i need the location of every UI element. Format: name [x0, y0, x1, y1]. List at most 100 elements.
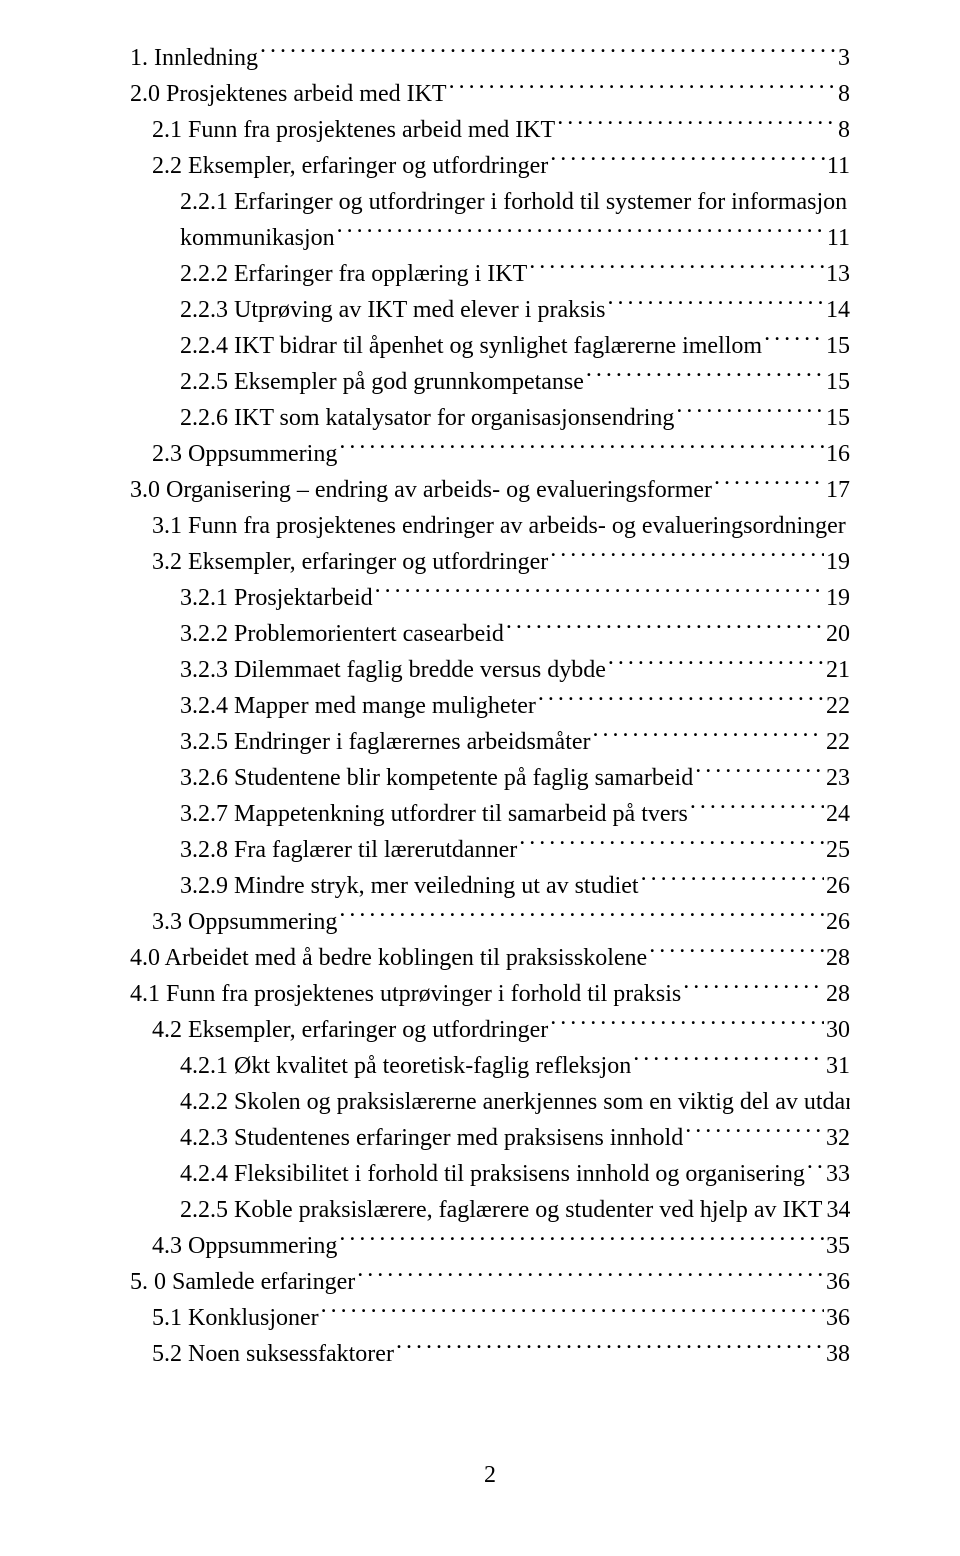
toc-entry: 3.2.1 Prosjektarbeid19: [130, 580, 850, 616]
toc-entry: 2.2.6 IKT som katalysator for organisasj…: [130, 400, 850, 436]
toc-label: 4.2.2 Skolen og praksislærerne anerkjenn…: [180, 1084, 850, 1120]
toc-label: 3.2.9 Mindre stryk, mer veiledning ut av…: [180, 868, 639, 904]
toc-entry: 3.2.9 Mindre stryk, mer veiledning ut av…: [130, 868, 850, 904]
toc-page-number: 11: [827, 148, 850, 184]
toc-leader-dots: [649, 941, 824, 965]
toc-entry: 3.2.5 Endringer i faglærernes arbeidsmåt…: [130, 724, 850, 760]
toc-page-number: 22: [826, 724, 850, 760]
toc-entry: 5.1 Konklusjoner 36: [130, 1300, 850, 1336]
toc-label: 2.2.6 IKT som katalysator for organisasj…: [180, 400, 674, 436]
toc-entry: 4.2.3 Studentenes erfaringer med praksis…: [130, 1120, 850, 1156]
toc-label: 3.2.8 Fra faglærer til lærerutdanner: [180, 832, 517, 868]
toc-entry: 2.2.5 Koble praksislærere, faglærere og …: [130, 1192, 850, 1228]
toc-page-number: 11: [827, 220, 850, 256]
toc-entry: 3.2.8 Fra faglærer til lærerutdanner25: [130, 832, 850, 868]
toc-label: 3.0 Organisering – endring av arbeids- o…: [130, 472, 712, 508]
toc-leader-dots: [685, 1121, 824, 1145]
toc-label: 3.2.7 Mappetenkning utfordrer til samarb…: [180, 796, 688, 832]
toc-leader-dots: [519, 833, 824, 857]
toc-entry: 2.1 Funn fra prosjektenes arbeid med IKT…: [130, 112, 850, 148]
toc-page-number: 32: [826, 1120, 850, 1156]
toc-label: 3.2.2 Problemorientert casearbeid: [180, 616, 504, 652]
toc-label: 4.1 Funn fra prosjektenes utprøvinger i …: [130, 976, 681, 1012]
toc-entry: 3.1 Funn fra prosjektenes endringer av a…: [130, 508, 850, 544]
toc-entry: 3.3 Oppsummering 26: [130, 904, 850, 940]
toc-entry: 4.2.2 Skolen og praksislærerne anerkjenn…: [130, 1084, 850, 1120]
toc-page-number: 15: [826, 364, 850, 400]
toc-page-number: 19: [826, 544, 850, 580]
toc-label: 2.2.5 Koble praksislærere, faglærere og …: [180, 1192, 822, 1228]
toc-page-number: 36: [826, 1300, 850, 1336]
toc-label: 3.2.5 Endringer i faglærernes arbeidsmåt…: [180, 724, 591, 760]
toc-leader-dots: [337, 221, 825, 245]
toc-leader-dots: [506, 617, 824, 641]
toc-page-number: 20: [826, 616, 850, 652]
toc-entry: 1. Innledning3: [130, 40, 850, 76]
toc-entry: 2.3 Oppsummering16: [130, 436, 850, 472]
toc-label: kommunikasjon: [180, 220, 335, 256]
toc-page-number: 3: [838, 40, 850, 76]
toc-page-number: 38: [826, 1336, 850, 1372]
toc-entry: 2.2.1 Erfaringer og utfordringer i forho…: [130, 184, 850, 220]
toc-page-number: 14: [826, 292, 850, 328]
toc-label: 4.2 Eksempler, erfaringer og utfordringe…: [152, 1012, 548, 1048]
toc-entry: 5. 0 Samlede erfaringer36: [130, 1264, 850, 1300]
page: 1. Innledning32.0 Prosjektenes arbeid me…: [0, 0, 960, 1529]
toc-page-number: 30: [826, 1012, 850, 1048]
toc-page-number: 8: [838, 76, 850, 112]
toc-page-number: 26: [826, 868, 850, 904]
toc-leader-dots: [339, 905, 824, 929]
toc-label: 4.2.1 Økt kvalitet på teoretisk-faglig r…: [180, 1048, 631, 1084]
toc-leader-dots: [260, 41, 836, 65]
toc-leader-dots: [676, 401, 824, 425]
toc-label: 3.2.4 Mapper med mange muligheter: [180, 688, 536, 724]
toc-leader-dots: [538, 689, 824, 713]
toc-leader-dots: [339, 437, 824, 461]
toc-leader-dots: [690, 797, 824, 821]
toc-page-number: 26: [826, 904, 850, 940]
toc-label: 4.0 Arbeidet med å bedre koblingen til p…: [130, 940, 647, 976]
toc-entry: 4.2.4 Fleksibilitet i forhold til praksi…: [130, 1156, 850, 1192]
toc-entry: 4.1 Funn fra prosjektenes utprøvinger i …: [130, 976, 850, 1012]
toc-leader-dots: [550, 545, 824, 569]
toc-entry: 2.2.2 Erfaringer fra opplæring i IKT13: [130, 256, 850, 292]
toc-page-number: 28: [826, 976, 850, 1012]
toc-leader-dots: [321, 1301, 824, 1325]
toc-leader-dots: [714, 473, 824, 497]
toc-label: 4.2.3 Studentenes erfaringer med praksis…: [180, 1120, 683, 1156]
toc-label: 4.3 Oppsummering: [152, 1228, 337, 1264]
toc-label: 2.2.1 Erfaringer og utfordringer i forho…: [180, 184, 850, 220]
toc-leader-dots: [449, 77, 836, 101]
table-of-contents: 1. Innledning32.0 Prosjektenes arbeid me…: [130, 40, 850, 1372]
toc-page-number: 23: [826, 760, 850, 796]
toc-label: 3.2.1 Prosjektarbeid: [180, 580, 373, 616]
toc-entry: 4.3 Oppsummering35: [130, 1228, 850, 1264]
toc-page-number: 22: [826, 688, 850, 724]
toc-entry: 5.2 Noen suksessfaktorer38: [130, 1336, 850, 1372]
toc-entry: 4.0 Arbeidet med å bedre koblingen til p…: [130, 940, 850, 976]
toc-entry: 3.2 Eksempler, erfaringer og utfordringe…: [130, 544, 850, 580]
toc-label: 3.3 Oppsummering: [152, 904, 337, 940]
toc-leader-dots: [529, 257, 824, 281]
toc-leader-dots: [807, 1157, 824, 1181]
toc-leader-dots: [641, 869, 824, 893]
toc-leader-dots: [557, 113, 836, 137]
toc-entry: 3.2.2 Problemorientert casearbeid 20: [130, 616, 850, 652]
toc-leader-dots: [586, 365, 824, 389]
toc-leader-dots: [375, 581, 824, 605]
toc-page-number: 8: [838, 112, 850, 148]
toc-entry: 3.2.3 Dilemmaet faglig bredde versus dyb…: [130, 652, 850, 688]
toc-label: 2.2.2 Erfaringer fra opplæring i IKT: [180, 256, 527, 292]
toc-page-number: 21: [826, 652, 850, 688]
toc-label: 5.1 Konklusjoner: [152, 1300, 319, 1336]
toc-page-number: 24: [826, 796, 850, 832]
toc-page-number: 34: [826, 1192, 850, 1228]
toc-leader-dots: [550, 1013, 824, 1037]
toc-label: 3.2.3 Dilemmaet faglig bredde versus dyb…: [180, 652, 606, 688]
toc-label: 2.2.4 IKT bidrar til åpenhet og synlighe…: [180, 328, 762, 364]
toc-page-number: 33: [826, 1156, 850, 1192]
toc-label: 2.2 Eksempler, erfaringer og utfordringe…: [152, 148, 548, 184]
page-number: 2: [130, 1462, 850, 1489]
toc-entry: 3.0 Organisering – endring av arbeids- o…: [130, 472, 850, 508]
toc-entry: 3.2.6 Studentene blir kompetente på fagl…: [130, 760, 850, 796]
